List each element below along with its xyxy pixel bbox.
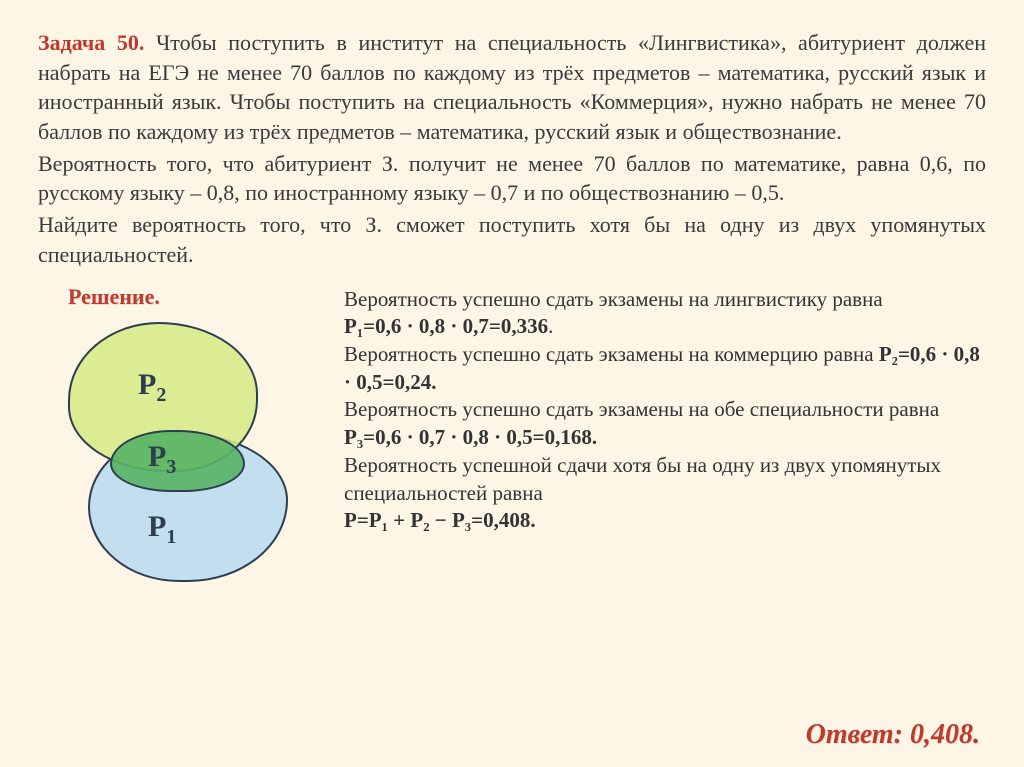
answer: Ответ: 0,408. <box>806 719 980 751</box>
solution-line4: Вероятность успешной сдачи хотя бы на од… <box>344 452 986 507</box>
p-formula: Р=Р₁ + Р₂ − Р₃=0,408. <box>344 508 536 532</box>
venn-label-p3: Р3 <box>148 440 176 479</box>
solution-line3: Вероятность успешно сдать экзамены на об… <box>344 396 986 424</box>
problem-para1: Чтобы поступить в институт на специально… <box>38 30 986 144</box>
p1-formula: Р₁=0,6 · 0,8 · 0,7=0,336 <box>344 314 548 338</box>
solution-label: Решение. <box>68 284 338 310</box>
venn-diagram: Р2 Р3 Р1 <box>48 322 308 592</box>
solution-text: Вероятность успешно сдать экзамены на ли… <box>338 284 986 592</box>
problem-para3: Найдите вероятность того, что З. сможет … <box>38 210 986 269</box>
solution-line2: Вероятность успешно сдать экзамены на ко… <box>344 342 879 366</box>
solution-area: Решение. Р2 Р3 Р1 Вероятность успешно сд… <box>38 284 986 592</box>
problem-para2: Вероятность того, что абитуриент З. полу… <box>38 149 986 208</box>
solution-line1: Вероятность успешно сдать экзамены на ли… <box>344 286 986 314</box>
solution-left-column: Решение. Р2 Р3 Р1 <box>38 284 338 592</box>
venn-label-p1: Р1 <box>148 510 176 549</box>
venn-label-p2: Р2 <box>138 368 166 407</box>
problem-title: Задача 50. <box>38 30 144 55</box>
venn-region-p3 <box>110 430 245 492</box>
problem-statement: Задача 50. Чтобы поступить в институт на… <box>38 28 986 270</box>
p3-formula: Р₃=0,6 · 0,7 · 0,8 · 0,5=0,168. <box>344 425 597 449</box>
